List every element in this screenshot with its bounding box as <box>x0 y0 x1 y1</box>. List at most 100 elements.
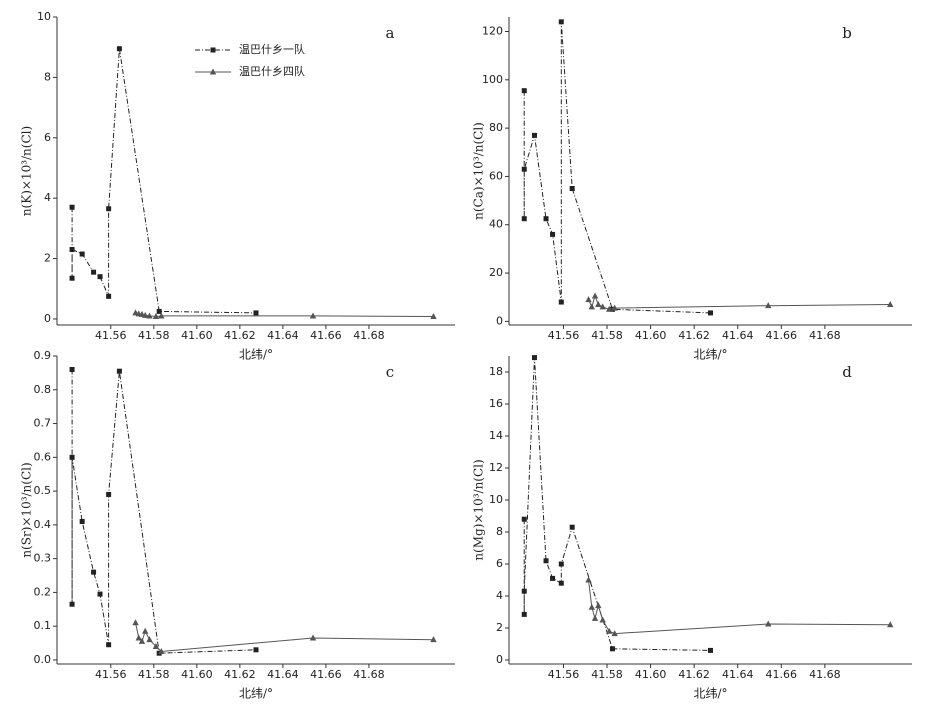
x-tick-label: 41.58 <box>138 668 170 681</box>
data-point <box>116 368 122 374</box>
y-tick-label: 6 <box>44 131 51 144</box>
data-point <box>152 313 160 320</box>
legend-marker <box>209 68 217 75</box>
data-point <box>309 634 317 641</box>
x-tick-label: 41.66 <box>310 329 342 342</box>
data-point <box>152 642 160 649</box>
data-point <box>253 310 259 316</box>
x-tick-label: 41.58 <box>138 329 170 342</box>
series-line <box>588 579 891 635</box>
y-tick-label: 0.4 <box>34 518 52 531</box>
series-line <box>71 48 257 314</box>
y-tick-label: 14 <box>489 429 503 442</box>
data-point <box>550 575 556 581</box>
y-axis-label: n(Ca)×10³/n(Cl) <box>472 122 486 220</box>
data-point <box>558 561 564 567</box>
y-tick-label: 0.1 <box>34 619 52 632</box>
y-tick-label: 0.7 <box>34 417 52 430</box>
x-tick-label: 41.68 <box>353 329 385 342</box>
y-tick-label: 0.6 <box>34 450 52 463</box>
x-tick-label: 41.60 <box>181 329 213 342</box>
data-point <box>521 588 527 594</box>
series-line <box>588 294 891 310</box>
panel-label: b <box>842 24 852 42</box>
y-tick-label: 40 <box>489 218 503 231</box>
data-point <box>599 616 606 623</box>
data-point <box>609 646 615 652</box>
x-axis-label: 北纬/° <box>693 687 727 701</box>
y-tick-label: 0.0 <box>34 653 52 666</box>
x-tick-label: 41.62 <box>224 329 256 342</box>
legend-label: 温巴什乡四队 <box>239 64 305 78</box>
data-point <box>558 19 564 25</box>
x-tick-label: 41.66 <box>766 329 798 342</box>
y-tick-label: 4 <box>44 191 51 204</box>
x-tick-label: 41.56 <box>548 329 580 342</box>
x-tick-label: 41.66 <box>766 668 798 681</box>
y-tick-label: 0.5 <box>34 484 52 497</box>
data-point <box>606 627 613 634</box>
x-tick-label: 41.58 <box>591 668 623 681</box>
legend-marker <box>210 47 216 53</box>
x-tick-label: 41.68 <box>353 668 385 681</box>
data-point <box>887 300 894 307</box>
data-point <box>531 132 537 138</box>
data-point <box>142 311 149 318</box>
data-point <box>521 516 527 522</box>
data-point <box>599 303 606 310</box>
data-point <box>69 367 75 373</box>
data-point <box>69 275 75 281</box>
y-tick-label: 0 <box>44 312 51 325</box>
series-line <box>523 357 711 651</box>
data-point <box>106 642 112 648</box>
y-tick-label: 0 <box>496 314 503 327</box>
data-point <box>765 302 772 309</box>
y-tick-label: 0.8 <box>34 383 52 396</box>
data-point <box>543 216 549 222</box>
data-point <box>158 648 165 655</box>
y-axis-label: n(Sr)×10³/n(Cl) <box>20 462 34 557</box>
data-point <box>97 591 103 597</box>
x-axis-label: 北纬/° <box>239 687 273 701</box>
y-tick-label: 16 <box>489 397 503 410</box>
series-line <box>135 622 434 653</box>
y-tick-label: 0 <box>496 653 503 666</box>
data-point <box>253 647 259 653</box>
y-tick-label: 8 <box>496 525 503 538</box>
data-point <box>550 231 556 237</box>
data-point <box>309 312 317 319</box>
data-point <box>708 310 713 316</box>
data-point <box>156 308 162 314</box>
x-tick-label: 41.56 <box>548 668 580 681</box>
y-tick-label: 0.9 <box>34 349 52 362</box>
x-tick-label: 41.66 <box>310 668 342 681</box>
data-point <box>558 580 564 586</box>
y-tick-label: 18 <box>489 365 503 378</box>
y-tick-label: 10 <box>37 10 51 23</box>
data-point <box>79 518 85 524</box>
data-point <box>97 274 103 280</box>
data-point <box>595 602 602 609</box>
series-line <box>135 312 434 318</box>
x-axis-label: 北纬/° <box>693 348 727 362</box>
data-point <box>588 603 595 610</box>
data-point <box>585 576 592 583</box>
data-point <box>106 491 112 497</box>
x-tick-label: 41.62 <box>678 329 710 342</box>
x-tick-label: 41.62 <box>678 668 710 681</box>
data-point <box>521 611 527 617</box>
y-tick-label: 60 <box>489 169 503 182</box>
y-tick-label: 120 <box>482 24 503 37</box>
data-point <box>91 569 97 575</box>
y-tick-label: 0.3 <box>34 552 52 565</box>
data-point <box>531 355 537 361</box>
data-point <box>606 305 613 312</box>
data-point <box>106 293 112 299</box>
data-point <box>588 303 595 310</box>
data-point <box>558 299 564 305</box>
data-point <box>611 304 618 311</box>
x-tick-label: 41.58 <box>591 329 623 342</box>
y-tick-label: 2 <box>44 252 51 265</box>
x-tick-label: 41.62 <box>224 668 256 681</box>
